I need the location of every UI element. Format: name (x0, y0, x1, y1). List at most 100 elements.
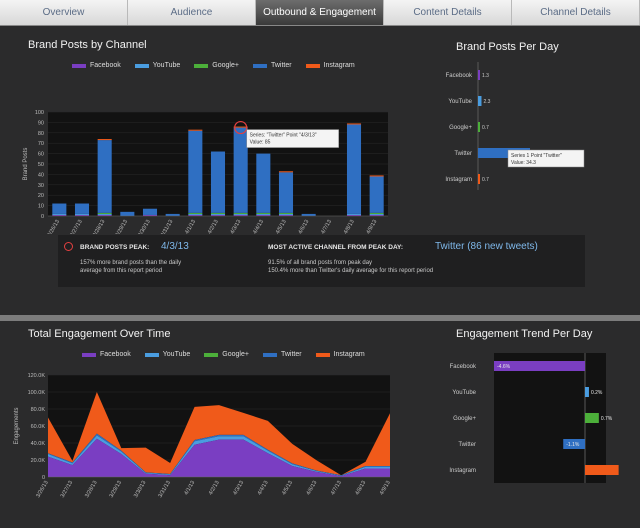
peak-label: BRAND POSTS PEAK: (80, 244, 149, 251)
legend-facebook[interactable]: Facebook (82, 351, 131, 358)
x-tick-label: 3/30/13 (133, 480, 147, 499)
x-tick-label: 4/9/13 (379, 480, 392, 496)
y-tick-label: 60 (38, 152, 44, 158)
active-channel-label: MOST ACTIVE CHANNEL FROM PEAK DAY: (268, 244, 403, 251)
value-label: 1.3 (482, 73, 489, 79)
legend-twitter[interactable]: Twitter (263, 351, 302, 358)
bar-instagram (478, 174, 480, 184)
y-tick-label: 120.0K (28, 373, 46, 379)
tab-content-details[interactable]: Content Details (384, 0, 512, 25)
x-tick-label: 4/4/13 (257, 480, 270, 496)
x-tick-label: 3/26/13 (47, 219, 61, 234)
legend-youtube[interactable]: YouTube (145, 351, 191, 358)
bar-googleplus (279, 213, 293, 214)
brand-posts-bar-chart: 0 10 20 30 40 50 60 70 80 90 100 Brand Posts 3/26/13… (18, 74, 398, 234)
bar-twitter (52, 204, 66, 214)
y-axis-label: Brand Posts (23, 148, 29, 181)
x-tick-label: 3/27/13 (69, 219, 83, 234)
legend-twitter[interactable]: Twitter (253, 62, 292, 69)
x-tick-label: 3/27/13 (60, 480, 74, 499)
x-tick-label: 4/8/13 (343, 219, 356, 234)
y-tick-label: 80.0K (31, 407, 46, 413)
x-tick-label: 4/2/13 (207, 219, 220, 234)
value-label: 0.7 (482, 125, 489, 131)
legend-googleplus[interactable]: Google+ (204, 351, 249, 358)
legend-swatch-icon (253, 64, 267, 68)
x-tick-label: 3/29/13 (115, 219, 129, 234)
legend-label: Facebook (90, 62, 121, 69)
tab-audience[interactable]: Audience (128, 0, 256, 25)
bar-youtube (75, 214, 89, 215)
bar-facebook (478, 70, 480, 80)
legend-instagram[interactable]: Instagram (306, 62, 355, 69)
value-label: -1.1% (566, 442, 580, 448)
legend-youtube[interactable]: YouTube (135, 62, 181, 69)
bar-googleplus (188, 213, 202, 214)
category-label: Instagram (449, 468, 476, 474)
x-tick-label: 4/6/13 (306, 480, 319, 496)
tooltip: Series 1 Point "Twitter"Value: 34.3 (508, 150, 584, 167)
legend-swatch-icon (263, 353, 277, 357)
value-label: 0.7 (482, 177, 489, 183)
x-tick-label: 4/2/13 (208, 480, 221, 496)
y-tick-label: 100 (35, 110, 44, 116)
y-tick-label: 20.0K (31, 458, 46, 464)
bar-googleplus (211, 213, 225, 214)
bar-twitter (166, 214, 180, 216)
active-channel-value: Twitter (86 new tweets) (435, 241, 538, 252)
x-tick-label: 4/3/13 (230, 219, 243, 234)
brand-posts-per-day-chart: Facebook1.3YouTube2.3Google+0.7Twitter34… (430, 60, 610, 190)
bar-googleplus (478, 122, 480, 132)
category-label: YouTube (448, 99, 472, 105)
tab-outbound-engagement[interactable]: Outbound & Engagement (256, 0, 384, 25)
bar-twitter (256, 154, 270, 213)
bar-twitter (98, 140, 112, 213)
brand-posts-legend: Facebook YouTube Google+ Twitter Instagr… (72, 62, 355, 69)
tab-channel-details[interactable]: Channel Details (512, 0, 640, 25)
x-tick-label: 3/31/13 (157, 480, 171, 499)
bar-twitter (347, 124, 361, 213)
bar-instagram (585, 465, 619, 475)
bar-youtube (98, 214, 112, 215)
value-label: 0.7% (601, 416, 613, 422)
bar-youtube (234, 214, 248, 215)
bar-instagram (188, 130, 202, 131)
bar-twitter (75, 204, 89, 214)
bar-twitter (302, 214, 316, 216)
legend-instagram[interactable]: Instagram (316, 351, 365, 358)
y-tick-label: 70 (38, 141, 44, 147)
outbound-panel: Brand Posts by Channel Facebook YouTube … (0, 27, 640, 315)
peak-summary: BRAND POSTS PEAK: 4/3/13 157% more brand… (58, 235, 585, 287)
x-tick-label: 3/28/13 (92, 219, 106, 234)
x-tick-label: 4/8/13 (354, 480, 367, 496)
active-channel-description-1: 91.5% of all brand posts from peak day (268, 259, 372, 267)
bar-googleplus (234, 213, 248, 214)
bar-youtube (279, 214, 293, 215)
legend-googleplus[interactable]: Google+ (194, 62, 239, 69)
tooltip-line: Series 1 Point "Twitter" (511, 153, 562, 159)
tooltip-line: Value: 85 (250, 140, 271, 146)
legend-swatch-icon (194, 64, 208, 68)
bar-googleplus (585, 413, 599, 423)
x-tick-label: 3/28/13 (84, 480, 98, 499)
legend-facebook[interactable]: Facebook (72, 62, 121, 69)
legend-swatch-icon (306, 64, 320, 68)
legend-swatch-icon (82, 353, 96, 357)
bar-twitter (211, 152, 225, 213)
x-tick-label: 4/7/13 (320, 219, 333, 234)
category-label: Google+ (449, 125, 472, 131)
tab-overview[interactable]: Overview (0, 0, 128, 25)
y-axis-label: Engagements (14, 407, 20, 444)
value-label: 2.3 (483, 99, 490, 105)
total-engagement-area-chart: 0 20.0K 40.0K 60.0K 80.0K 100.0K 120.0K Engagem… (10, 363, 400, 523)
y-tick-label: 80 (38, 131, 44, 137)
bar-instagram (234, 127, 248, 128)
bar-youtube (256, 214, 270, 215)
legend-swatch-icon (316, 353, 330, 357)
x-tick-label: 4/4/13 (252, 219, 265, 234)
x-tick-label: 4/9/13 (366, 219, 379, 234)
y-tick-label: 0 (41, 214, 44, 220)
category-label: Google+ (453, 416, 476, 422)
legend-label: Instagram (324, 62, 355, 69)
report-tabs: Overview Audience Outbound & Engagement … (0, 0, 640, 26)
